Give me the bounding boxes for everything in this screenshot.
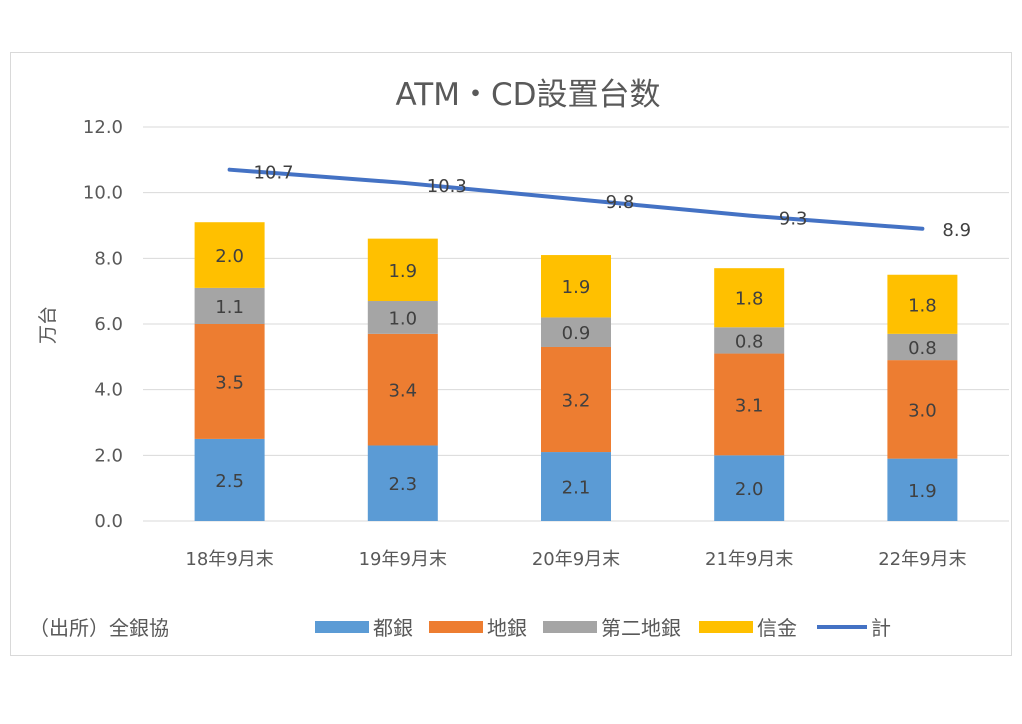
bar-segment (887, 274, 958, 334)
bar-segment (887, 360, 958, 459)
legend-label: 信金 (757, 616, 797, 640)
source-note: （出所）全銀協 (29, 616, 169, 640)
bar-segment (367, 333, 438, 446)
data-label: 0.8 (735, 331, 764, 352)
bar-segment (541, 255, 611, 318)
bar-segment (887, 333, 958, 361)
bar-segment (541, 346, 611, 453)
bar-segment (714, 268, 785, 328)
bar-segment (194, 222, 265, 288)
x-tick-label: 18年9月末 (185, 549, 273, 570)
legend-swatch (543, 621, 597, 633)
bar-segment (887, 458, 958, 521)
total-line: 10.7 10.3 9.8 9.3 8.9 (227, 163, 971, 241)
data-label: 0.9 (562, 323, 591, 344)
legend-label: 地銀 (487, 616, 527, 640)
y-tick-label: 4.0 (94, 380, 123, 401)
data-label: 3.0 (908, 400, 937, 421)
data-label: 1.9 (562, 277, 591, 298)
bar-segment (367, 445, 438, 521)
data-label: 1.8 (735, 289, 764, 310)
x-tick-label: 21年9月末 (705, 549, 793, 570)
legend-swatch (315, 621, 369, 633)
data-label: 2.1 (562, 478, 591, 499)
x-axis-ticks: 18年9月末 19年9月末 20年9月末 21年9月末 22年9月末 (185, 549, 966, 570)
data-label: 3.5 (215, 372, 244, 393)
data-label: 1.9 (908, 481, 937, 502)
data-label: 3.1 (735, 395, 764, 416)
bar-segment (367, 301, 438, 334)
data-label: 1.0 (388, 308, 417, 329)
chart-title: ATM・CD設置台数 (396, 77, 661, 113)
total-line-path (227, 167, 925, 231)
chart: ATM・CD設置台数 0.0 2.0 4.0 6.0 8.0 10.0 12.0 万台 2.… (29, 77, 1009, 640)
y-tick-label: 0.0 (94, 511, 123, 532)
bar-segment (714, 353, 785, 456)
segment-labels: 2.5 3.5 1.1 2.0 2.3 3.4 1.0 1.9 2.1 3.2 0.9 1.9 2.0 3… (215, 246, 936, 502)
x-tick-label: 19年9月末 (359, 549, 447, 570)
bar-segment (541, 317, 611, 347)
bar-segment (367, 238, 438, 302)
data-label: 2.5 (215, 471, 244, 492)
bar-segment (194, 324, 265, 439)
data-label: 3.4 (388, 381, 417, 402)
legend-label: 都銀 (373, 616, 413, 640)
legend-swatch (699, 621, 753, 633)
y-tick-label: 10.0 (83, 183, 123, 204)
data-label: 2.0 (215, 246, 244, 267)
y-axis-label: 万台 (37, 306, 59, 344)
bar-segment (194, 287, 265, 324)
data-label: 1.1 (215, 297, 244, 318)
bar-segment (194, 438, 265, 521)
total-label: 10.7 (254, 163, 294, 184)
bar-segment (541, 452, 611, 521)
y-tick-label: 8.0 (94, 248, 123, 269)
bar-segment (714, 455, 785, 521)
bar-segment (714, 327, 785, 354)
data-label: 2.0 (735, 479, 764, 500)
total-label: 10.3 (427, 176, 467, 197)
data-label: 2.3 (388, 474, 417, 495)
legend: 都銀 地銀 第二地銀 信金 計 (315, 616, 891, 640)
y-tick-label: 12.0 (83, 117, 123, 138)
x-tick-label: 22年9月末 (878, 549, 966, 570)
data-label: 0.8 (908, 338, 937, 359)
legend-swatch (429, 621, 483, 633)
x-tick-label: 20年9月末 (532, 549, 620, 570)
legend-label: 計 (871, 616, 891, 640)
total-label: 9.3 (779, 209, 808, 230)
y-tick-label: 6.0 (94, 314, 123, 335)
legend-label: 第二地銀 (601, 616, 681, 640)
y-tick-label: 2.0 (94, 445, 123, 466)
total-label: 8.9 (942, 220, 971, 241)
data-label: 1.8 (908, 295, 937, 316)
stacked-bars (194, 222, 958, 521)
y-axis-ticks: 0.0 2.0 4.0 6.0 8.0 10.0 12.0 (83, 117, 123, 532)
data-label: 1.9 (388, 261, 417, 282)
chart-frame: ATM・CD設置台数 0.0 2.0 4.0 6.0 8.0 10.0 12.0 万台 2.… (10, 52, 1012, 656)
data-label: 3.2 (562, 391, 591, 412)
total-label: 9.8 (606, 192, 635, 213)
